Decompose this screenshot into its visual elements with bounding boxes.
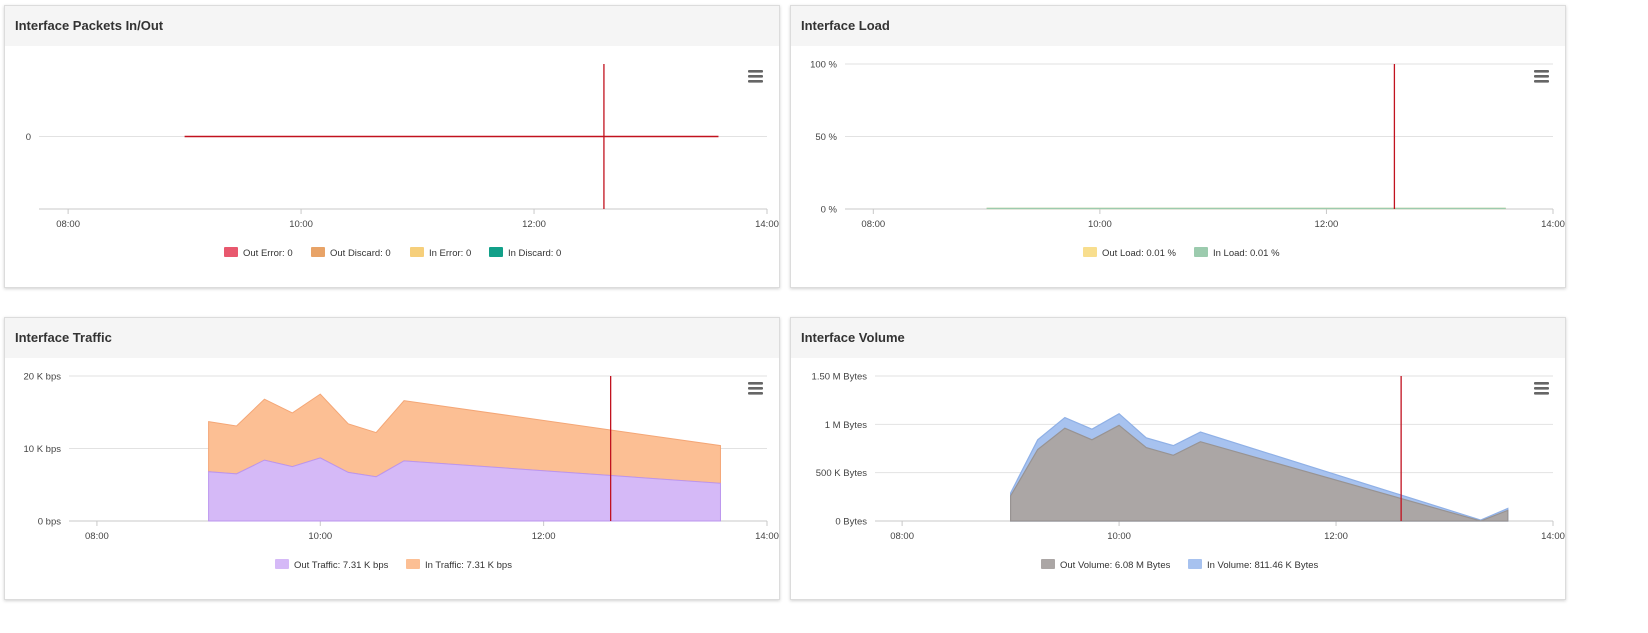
legend-swatch bbox=[410, 247, 424, 257]
load-panel: Interface Load 100 % 50 % 0 % 08:00 10:00 12:… bbox=[790, 5, 1566, 288]
legend-item[interactable]: Out Traffic: 7.31 K bps bbox=[275, 559, 389, 571]
y-tick-label: 10 K bps bbox=[24, 444, 62, 455]
legend-item[interactable]: Out Discard: 0 bbox=[311, 247, 391, 259]
y-tick-label: 0 % bbox=[821, 205, 838, 216]
traffic-panel-title: Interface Traffic bbox=[5, 318, 779, 358]
load-panel-title: Interface Load bbox=[791, 6, 1565, 46]
x-tick-label: 08:00 bbox=[861, 219, 885, 230]
legend-item[interactable]: In Error: 0 bbox=[410, 247, 471, 259]
x-tick-label: 14:00 bbox=[755, 219, 779, 230]
packets-panel: Interface Packets In/Out 0 08:00 10:00 12:0… bbox=[4, 5, 780, 288]
legend-swatch bbox=[1188, 559, 1202, 569]
x-tick-label: 12:00 bbox=[532, 531, 556, 542]
x-tick-label: 10:00 bbox=[289, 219, 313, 230]
legend-label: In Volume: 811.46 K Bytes bbox=[1207, 560, 1319, 571]
legend-label: In Traffic: 7.31 K bps bbox=[425, 560, 512, 571]
y-tick-label: 20 K bps bbox=[24, 372, 62, 383]
y-tick-label: 0 bbox=[26, 132, 31, 143]
legend-label: Out Load: 0.01 % bbox=[1102, 248, 1176, 259]
x-tick-label: 14:00 bbox=[755, 531, 779, 542]
series-area-out-volume bbox=[1010, 424, 1509, 522]
volume-panel-title: Interface Volume bbox=[791, 318, 1565, 358]
legend-item[interactable]: Out Error: 0 bbox=[224, 247, 293, 259]
x-tick-label: 10:00 bbox=[308, 531, 332, 542]
series-area-out-traffic bbox=[208, 457, 721, 522]
y-tick-label: 50 % bbox=[815, 132, 837, 143]
legend-swatch bbox=[1041, 559, 1055, 569]
legend-swatch bbox=[406, 559, 420, 569]
packets-chart: 0 08:00 10:00 12:00 14:00 Out Error: 0 Out Dis… bbox=[26, 64, 779, 259]
y-tick-label: 100 % bbox=[810, 60, 837, 71]
x-tick-label: 10:00 bbox=[1088, 219, 1112, 230]
volume-chart: 1.50 M Bytes 1 M Bytes 500 K Bytes 0 Bytes 0… bbox=[812, 372, 1565, 572]
y-tick-label: 0 bps bbox=[38, 517, 61, 528]
x-tick-label: 08:00 bbox=[56, 219, 80, 230]
load-chart: 100 % 50 % 0 % 08:00 10:00 12:00 14:00 Out Load… bbox=[810, 60, 1565, 260]
x-tick-label: 08:00 bbox=[890, 531, 914, 542]
legend-swatch bbox=[1194, 247, 1208, 257]
packets-panel-title: Interface Packets In/Out bbox=[5, 6, 779, 46]
x-tick-label: 14:00 bbox=[1541, 219, 1565, 230]
traffic-chart: 20 K bps 10 K bps 0 bps 08:00 10:00 12:00 14:0… bbox=[24, 372, 779, 572]
chart-menu-icon[interactable] bbox=[745, 378, 767, 398]
x-tick-label: 08:00 bbox=[85, 531, 109, 542]
legend-label: Out Error: 0 bbox=[243, 248, 293, 259]
x-tick-label: 12:00 bbox=[1315, 219, 1339, 230]
y-tick-label: 1 M Bytes bbox=[825, 420, 867, 431]
y-tick-label: 0 Bytes bbox=[835, 517, 867, 528]
y-tick-label: 1.50 M Bytes bbox=[812, 372, 868, 383]
legend-item[interactable]: Out Volume: 6.08 M Bytes bbox=[1041, 559, 1171, 571]
legend-label: In Load: 0.01 % bbox=[1213, 248, 1280, 259]
legend-item[interactable]: In Load: 0.01 % bbox=[1194, 247, 1280, 259]
legend-swatch bbox=[489, 247, 503, 257]
legend-label: Out Discard: 0 bbox=[330, 248, 391, 259]
legend-swatch bbox=[224, 247, 238, 257]
x-tick-label: 12:00 bbox=[1324, 531, 1348, 542]
legend-label: In Error: 0 bbox=[429, 248, 471, 259]
legend-item[interactable]: In Discard: 0 bbox=[489, 247, 561, 259]
legend-swatch bbox=[275, 559, 289, 569]
legend-swatch bbox=[311, 247, 325, 257]
chart-menu-icon[interactable] bbox=[1531, 66, 1553, 86]
legend-label: In Discard: 0 bbox=[508, 248, 561, 259]
volume-panel: Interface Volume 1.50 M Bytes 1 M Bytes 50… bbox=[790, 317, 1566, 600]
y-tick-label: 500 K Bytes bbox=[816, 468, 867, 479]
legend-item[interactable]: In Traffic: 7.31 K bps bbox=[406, 559, 512, 571]
chart-menu-icon[interactable] bbox=[1531, 378, 1553, 398]
legend-label: Out Traffic: 7.31 K bps bbox=[294, 560, 389, 571]
legend-item[interactable]: Out Load: 0.01 % bbox=[1083, 247, 1176, 259]
x-tick-label: 10:00 bbox=[1107, 531, 1131, 542]
legend-label: Out Volume: 6.08 M Bytes bbox=[1060, 560, 1171, 571]
traffic-panel: Interface Traffic 20 K bps 10 K bps 0 bps 0… bbox=[4, 317, 780, 600]
legend-item[interactable]: In Volume: 811.46 K Bytes bbox=[1188, 559, 1319, 571]
legend-swatch bbox=[1083, 247, 1097, 257]
x-tick-label: 12:00 bbox=[522, 219, 546, 230]
x-tick-label: 14:00 bbox=[1541, 531, 1565, 542]
chart-menu-icon[interactable] bbox=[745, 66, 767, 86]
